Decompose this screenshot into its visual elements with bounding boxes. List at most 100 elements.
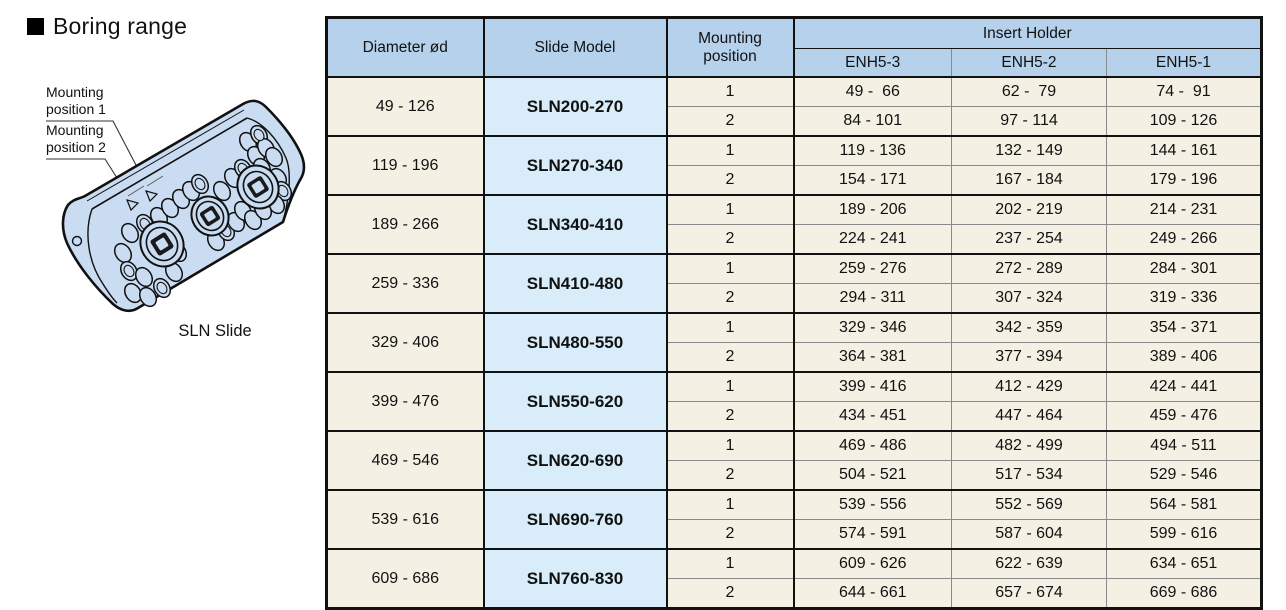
mounting-position-cell: 2 xyxy=(665,283,794,313)
mounting-position-cell: 1 xyxy=(665,76,794,107)
table-row: 2 504 - 521 517 - 534 529 - 546 xyxy=(327,460,1262,490)
mounting-position-cell: 1 xyxy=(665,371,794,402)
section-bullet-icon xyxy=(27,18,44,35)
diameter-cell: 329 - 406 xyxy=(326,312,484,372)
range-cell: 622 - 639 xyxy=(951,548,1107,579)
diameter-cell: 259 - 336 xyxy=(326,253,484,313)
diameter-cell: 399 - 476 xyxy=(326,371,484,431)
range-cell: 364 - 381 xyxy=(792,342,952,372)
range-cell: 459 - 476 xyxy=(1106,401,1262,431)
drive-sockets xyxy=(139,164,280,268)
header-insert-holder: Insert Holder xyxy=(792,17,1262,49)
mounting-position-cell: 1 xyxy=(665,312,794,343)
sln-slide-illustration xyxy=(46,99,306,313)
range-cell: 294 - 311 xyxy=(792,283,952,313)
mounting-position-cell: 1 xyxy=(665,135,794,166)
range-cell: 634 - 651 xyxy=(1106,548,1262,579)
range-cell: 224 - 241 xyxy=(792,224,952,254)
header-enh5-3: ENH5-3 xyxy=(792,48,952,78)
diameter-cell: 189 - 266 xyxy=(326,194,484,254)
range-cell: 552 - 569 xyxy=(951,489,1107,520)
slide-model-cell: SLN270-340 xyxy=(482,135,667,195)
diameter-cell: 609 - 686 xyxy=(326,548,484,609)
range-cell: 504 - 521 xyxy=(792,460,952,490)
mounting-position-cell: 1 xyxy=(665,430,794,461)
page-title: Boring range xyxy=(53,13,188,39)
marker-triangle-1-icon xyxy=(144,190,159,203)
range-cell: 564 - 581 xyxy=(1106,489,1262,520)
table-body: 49 - 126 SLN200-270 1 49 - 66 62 - 79 74 - 91… xyxy=(326,76,1262,609)
mounting-position-cell: 1 xyxy=(665,194,794,225)
range-cell: 179 - 196 xyxy=(1106,165,1262,195)
boring-range-panel: Boring range Mounting position 1 Mountin… xyxy=(0,0,325,610)
range-cell: 399 - 416 xyxy=(792,371,952,402)
mounting-position-1-label: Mounting position 1 xyxy=(46,84,106,117)
slide-model-cell: SLN690-760 xyxy=(482,489,667,549)
diameter-cell: 49 - 126 xyxy=(326,76,484,136)
slide-model-cell: SLN340-410 xyxy=(482,194,667,254)
slide-model-cell: SLN760-830 xyxy=(482,548,667,609)
mounting-position-cell: 2 xyxy=(665,578,794,609)
header-diameter: Diameter ød xyxy=(326,17,484,78)
range-cell: 412 - 429 xyxy=(951,371,1107,402)
range-cell: 284 - 301 xyxy=(1106,253,1262,284)
mounting-position-cell: 2 xyxy=(665,342,794,372)
range-cell: 354 - 371 xyxy=(1106,312,1262,343)
range-cell: 609 - 626 xyxy=(792,548,952,579)
range-cell: 62 - 79 xyxy=(951,76,1107,107)
table-row: 329 - 406 SLN480-550 1 329 - 346 342 - 359 35… xyxy=(326,312,1262,372)
slide-model-cell: SLN550-620 xyxy=(482,371,667,431)
range-cell: 377 - 394 xyxy=(951,342,1107,372)
range-cell: 84 - 101 xyxy=(792,106,952,136)
range-cell: 319 - 336 xyxy=(1106,283,1262,313)
mounting-position-2-label: Mounting position 2 xyxy=(46,122,106,155)
range-cell: 74 - 91 xyxy=(1106,76,1262,107)
table-row: 2 574 - 591 587 - 604 599 - 616 xyxy=(327,519,1262,549)
table-header: Diameter ød Slide Model Mounting positio… xyxy=(326,17,1262,78)
range-cell: 599 - 616 xyxy=(1106,519,1262,549)
diameter-cell: 119 - 196 xyxy=(326,135,484,195)
mounting-position-cell: 2 xyxy=(665,224,794,254)
side-hole xyxy=(71,235,83,247)
range-cell: 517 - 534 xyxy=(951,460,1107,490)
table-row: 2 434 - 451 447 - 464 459 - 476 xyxy=(327,401,1262,431)
range-cell: 494 - 511 xyxy=(1106,430,1262,461)
range-cell: 307 - 324 xyxy=(951,283,1107,313)
range-cell: 109 - 126 xyxy=(1106,106,1262,136)
header-slide-model: Slide Model xyxy=(482,17,667,78)
boring-range-table: Diameter ød Slide Model Mounting positio… xyxy=(325,16,1263,610)
range-cell: 132 - 149 xyxy=(951,135,1107,166)
range-cell: 154 - 171 xyxy=(792,165,952,195)
table-row: 469 - 546 SLN620-690 1 469 - 486 482 - 499 49… xyxy=(326,430,1262,490)
mounting-position-cell: 1 xyxy=(665,253,794,284)
range-cell: 202 - 219 xyxy=(951,194,1107,225)
table-row: 2 294 - 311 307 - 324 319 - 336 xyxy=(327,283,1262,313)
range-cell: 119 - 136 xyxy=(792,135,952,166)
marker-triangle-2-icon xyxy=(125,199,140,212)
range-cell: 644 - 661 xyxy=(792,578,952,609)
range-cell: 249 - 266 xyxy=(1106,224,1262,254)
mounting-position-cell: 2 xyxy=(665,106,794,136)
header-enh5-2: ENH5-2 xyxy=(951,48,1107,78)
mounting-position-cell: 2 xyxy=(665,519,794,549)
mounting-marker-icons xyxy=(125,175,164,212)
range-cell: 214 - 231 xyxy=(1106,194,1262,225)
mounting-position-cell: 2 xyxy=(665,165,794,195)
mounting-position-cell: 2 xyxy=(665,401,794,431)
table-row: 399 - 476 SLN550-620 1 399 - 416 412 - 429 42… xyxy=(326,371,1262,431)
range-cell: 97 - 114 xyxy=(951,106,1107,136)
table-row: 49 - 126 SLN200-270 1 49 - 66 62 - 79 74 - 91 xyxy=(326,76,1262,136)
slide-model-cell: SLN410-480 xyxy=(482,253,667,313)
table-row: 119 - 196 SLN270-340 1 119 - 136 132 - 149 14… xyxy=(326,135,1262,195)
range-cell: 587 - 604 xyxy=(951,519,1107,549)
range-cell: 237 - 254 xyxy=(951,224,1107,254)
table-row: 539 - 616 SLN690-760 1 539 - 556 552 - 569 56… xyxy=(326,489,1262,549)
header-mounting-position: Mounting position xyxy=(665,17,794,78)
table-row: 2 644 - 661 657 - 674 669 - 686 xyxy=(327,578,1262,609)
table-row: 2 154 - 171 167 - 184 179 - 196 xyxy=(327,165,1262,195)
mounting-position-cell: 1 xyxy=(665,548,794,579)
range-cell: 329 - 346 xyxy=(792,312,952,343)
range-cell: 539 - 556 xyxy=(792,489,952,520)
range-cell: 657 - 674 xyxy=(951,578,1107,609)
range-cell: 669 - 686 xyxy=(1106,578,1262,609)
